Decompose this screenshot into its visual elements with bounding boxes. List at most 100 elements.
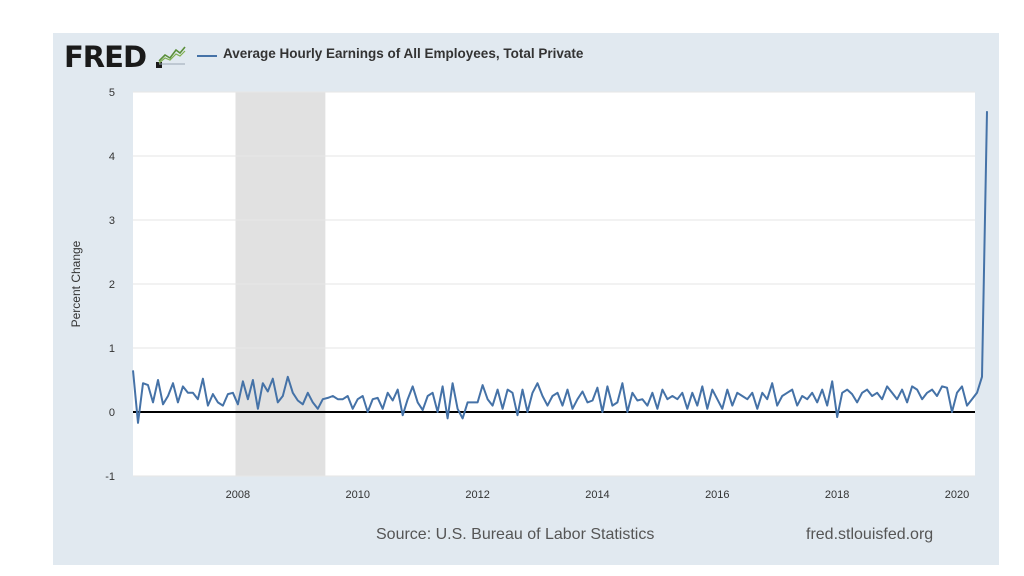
data-point: [520, 387, 526, 393]
data-point: [510, 390, 516, 396]
data-point: [564, 387, 570, 393]
data-point: [435, 409, 441, 415]
data-point: [924, 390, 930, 396]
data-point: [639, 396, 645, 402]
data-point: [634, 397, 640, 403]
data-point: [270, 376, 276, 382]
data-point: [824, 403, 830, 409]
data-point: [200, 376, 206, 382]
data-point: [420, 407, 426, 413]
data-point: [275, 399, 281, 405]
y-tick-label: 0: [109, 407, 115, 419]
data-point: [749, 390, 755, 396]
x-tick-label: 2018: [825, 489, 849, 501]
data-point: [649, 390, 655, 396]
data-point: [305, 390, 311, 396]
data-point: [355, 396, 361, 402]
data-point: [490, 403, 496, 409]
data-point: [430, 390, 436, 396]
data-point: [854, 399, 860, 405]
data-point: [979, 374, 985, 380]
fred-logo-text: FRED: [64, 40, 147, 74]
data-point: [699, 383, 705, 389]
data-point: [974, 390, 980, 396]
data-point: [589, 397, 595, 403]
data-point: [230, 390, 236, 396]
data-point: [914, 387, 920, 393]
data-point: [505, 387, 511, 393]
data-point: [180, 383, 186, 389]
data-point: [809, 390, 815, 396]
data-point: [919, 396, 925, 402]
data-point: [594, 385, 600, 391]
data-point: [215, 399, 221, 405]
data-point: [400, 412, 406, 418]
data-point: [545, 403, 551, 409]
x-tick-label: 2014: [585, 489, 609, 501]
data-point: [789, 387, 795, 393]
site-url-link[interactable]: fred.stlouisfed.org: [806, 526, 934, 543]
data-point: [899, 387, 905, 393]
data-point: [794, 403, 800, 409]
data-point: [425, 393, 431, 399]
data-point: [964, 403, 970, 409]
data-point: [160, 401, 166, 407]
data-point: [500, 406, 506, 412]
data-point: [679, 390, 685, 396]
data-point: [395, 387, 401, 393]
data-point: [559, 403, 565, 409]
data-point: [934, 393, 940, 399]
data-point: [819, 387, 825, 393]
data-point: [744, 396, 750, 402]
data-point: [530, 390, 536, 396]
data-point: [390, 397, 396, 403]
data-point: [654, 406, 660, 412]
y-tick-label: 5: [109, 87, 115, 99]
data-point: [525, 409, 531, 415]
data-point: [864, 387, 870, 393]
y-tick-label: 1: [109, 343, 115, 355]
data-point: [280, 393, 286, 399]
data-point: [550, 393, 556, 399]
data-point: [405, 396, 411, 402]
data-point: [290, 390, 296, 396]
data-point: [939, 383, 945, 389]
data-point: [829, 378, 835, 384]
data-point: [729, 403, 735, 409]
data-point: [814, 399, 820, 405]
y-tick-label: 2: [109, 279, 115, 291]
data-point: [415, 399, 421, 405]
data-point: [220, 403, 226, 409]
x-tick-label: 2010: [345, 489, 369, 501]
data-point: [250, 377, 256, 383]
data-point: [260, 380, 266, 386]
data-point: [849, 391, 855, 397]
data-point: [879, 396, 885, 402]
data-point: [799, 393, 805, 399]
data-point: [145, 382, 151, 388]
data-point: [375, 395, 381, 401]
data-point: [869, 393, 875, 399]
data-point: [245, 396, 251, 402]
data-point: [669, 393, 675, 399]
y-tick-label: 4: [109, 151, 115, 163]
data-point: [315, 406, 321, 412]
data-point: [540, 393, 546, 399]
fred-logo-dot: [156, 62, 162, 68]
data-point: [704, 406, 710, 412]
data-point: [579, 389, 585, 395]
data-point: [674, 396, 680, 402]
data-point: [949, 409, 955, 415]
data-point: [285, 374, 291, 380]
legend-swatch: [197, 55, 217, 57]
data-point: [709, 387, 715, 393]
data-point: [614, 399, 620, 405]
y-tick-label: 3: [109, 215, 115, 227]
data-point: [205, 403, 211, 409]
data-point: [165, 393, 171, 399]
data-point: [310, 399, 316, 405]
data-point: [664, 396, 670, 402]
data-point: [684, 406, 690, 412]
data-point: [844, 387, 850, 393]
x-tick-label: 2020: [945, 489, 969, 501]
